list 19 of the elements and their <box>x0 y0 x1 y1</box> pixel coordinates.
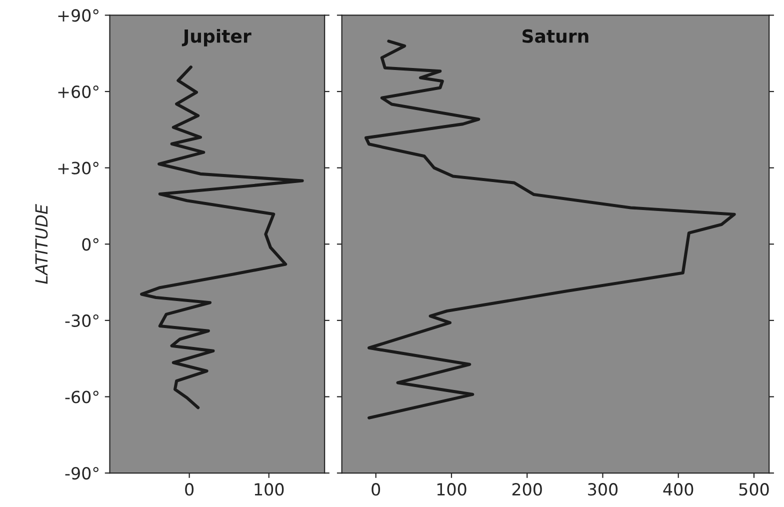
y-tick-label: -90° <box>65 466 98 480</box>
y-tick-label: -60° <box>65 390 98 404</box>
y-tick-label: +90° <box>58 9 98 22</box>
x-tick-label: 0 <box>372 483 380 496</box>
text: Saturn <box>522 29 588 43</box>
x-tick-label: 300 <box>588 483 618 496</box>
y-axis-title: LATITUDE <box>35 204 48 284</box>
y-tick-label: +30° <box>58 162 98 174</box>
x-tick-label: 400 <box>663 483 694 496</box>
x-tick-label: 0 <box>185 483 194 496</box>
y-tick-label: +60° <box>58 85 98 98</box>
y-tick-label: 0° <box>82 238 98 251</box>
x-tick-label: 200 <box>512 483 542 496</box>
x-tick-label: 100 <box>254 483 284 496</box>
y-tick-label: -30° <box>65 314 98 327</box>
x-tick-label: 500 <box>739 483 769 496</box>
x-tick-label: 100 <box>437 483 466 496</box>
text: Jupiter <box>182 28 252 46</box>
line-series <box>140 66 304 410</box>
